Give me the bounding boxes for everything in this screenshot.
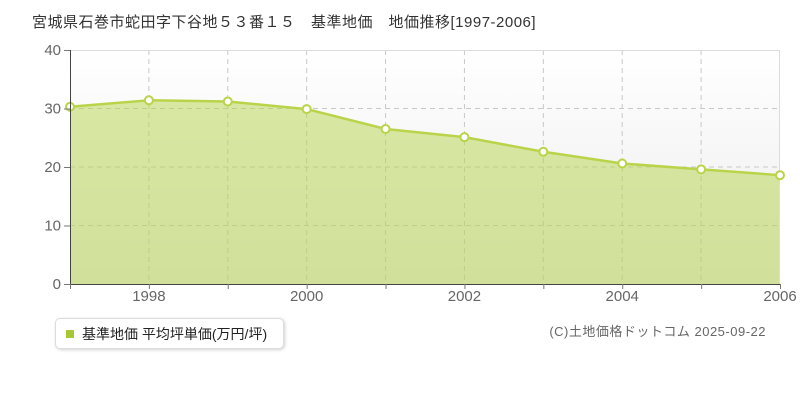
legend-label: 基準地価 平均坪単価(万円/坪)	[82, 325, 268, 342]
x-tick-label: 2002	[448, 288, 481, 305]
y-axis-labels: 0 10 20 30 40	[44, 42, 61, 293]
copyright-text: (C)土地価格ドットコム 2025-09-22	[549, 324, 766, 339]
data-point	[380, 123, 391, 134]
data-point	[222, 96, 233, 107]
x-tick-label: 1998	[132, 288, 165, 305]
legend: 基準地価 平均坪単価(万円/坪)	[55, 318, 285, 349]
data-point	[301, 104, 312, 115]
data-point	[775, 170, 785, 181]
legend-marker-icon	[66, 329, 74, 338]
tick-marks	[64, 50, 781, 289]
data-point	[617, 158, 628, 169]
data-point	[538, 146, 549, 157]
price-trend-chart: 0 10 20 30 40 1998 2000 2002 2004 2006	[44, 42, 796, 305]
data-point	[459, 132, 470, 143]
plot-border	[70, 50, 780, 284]
y-tick-label: 20	[44, 159, 61, 176]
data-point	[143, 95, 154, 106]
x-tick-label: 2000	[290, 288, 323, 305]
y-tick-label: 0	[53, 276, 61, 293]
axes	[70, 50, 781, 289]
x-axis-labels: 1998 2000 2002 2004 2006	[132, 288, 796, 305]
series-line	[69, 99, 781, 177]
x-tick-label: 2004	[606, 288, 639, 305]
chart-title: 宮城県石巻市蛇田字下谷地５３番１５ 基準地価 地価推移[1997-2006]	[32, 14, 537, 31]
y-tick-label: 10	[44, 218, 61, 235]
x-tick-label: 2006	[763, 288, 796, 305]
y-tick-label: 30	[44, 101, 61, 118]
data-point	[696, 164, 707, 175]
y-tick-label: 40	[44, 42, 61, 59]
area-fill	[70, 100, 780, 284]
